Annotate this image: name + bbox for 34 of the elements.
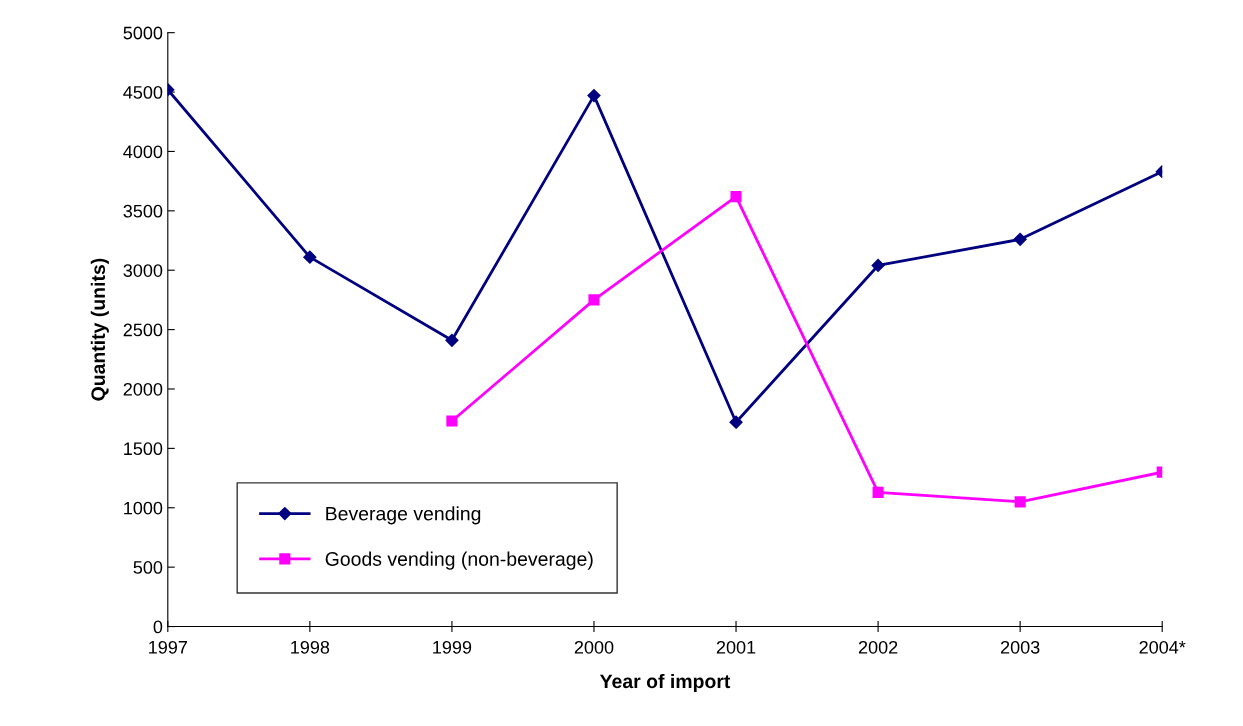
x-axis-title: Year of import bbox=[599, 673, 731, 693]
x-tick-label: 2001 bbox=[716, 640, 756, 654]
x-tick-label: 1998 bbox=[291, 640, 330, 654]
y-tick-label: 0 bbox=[153, 620, 163, 634]
point bbox=[871, 258, 885, 273]
legend-label: Goods vending (non-beverage) bbox=[325, 551, 593, 570]
y-tick-label: 2500 bbox=[123, 323, 163, 337]
y-tick-label: 2000 bbox=[123, 382, 163, 396]
y-tick-label: 1000 bbox=[124, 501, 163, 515]
point bbox=[303, 250, 317, 264]
y-tick-label: 4500 bbox=[123, 85, 163, 99]
y-tick-label: 3500 bbox=[123, 204, 163, 218]
y-tick-label: 3000 bbox=[123, 264, 163, 277]
point bbox=[587, 89, 601, 103]
y-tick-label: 5000 bbox=[123, 26, 163, 40]
y-axis-title: Quantity (units) bbox=[90, 258, 109, 401]
point bbox=[445, 333, 459, 347]
x-tick-label: 2004* bbox=[1139, 640, 1186, 654]
x-tick-label: 2003 bbox=[1000, 640, 1040, 654]
point bbox=[1013, 232, 1027, 246]
point bbox=[729, 415, 743, 429]
y-tick-label: 500 bbox=[133, 561, 163, 574]
x-tick-label: 1999 bbox=[433, 640, 472, 654]
point bbox=[588, 294, 600, 306]
point bbox=[446, 415, 458, 427]
legend-label: Beverage vending bbox=[326, 506, 481, 525]
point bbox=[730, 191, 742, 203]
x-tick-label: 1997 bbox=[149, 640, 187, 654]
x-tick-label: 2002 bbox=[858, 640, 898, 654]
y-tick-label: 4000 bbox=[123, 145, 163, 159]
y-tick-label: 1500 bbox=[124, 442, 163, 456]
x-tick-label: 2000 bbox=[574, 640, 614, 654]
point bbox=[1014, 496, 1026, 508]
point bbox=[872, 486, 884, 498]
